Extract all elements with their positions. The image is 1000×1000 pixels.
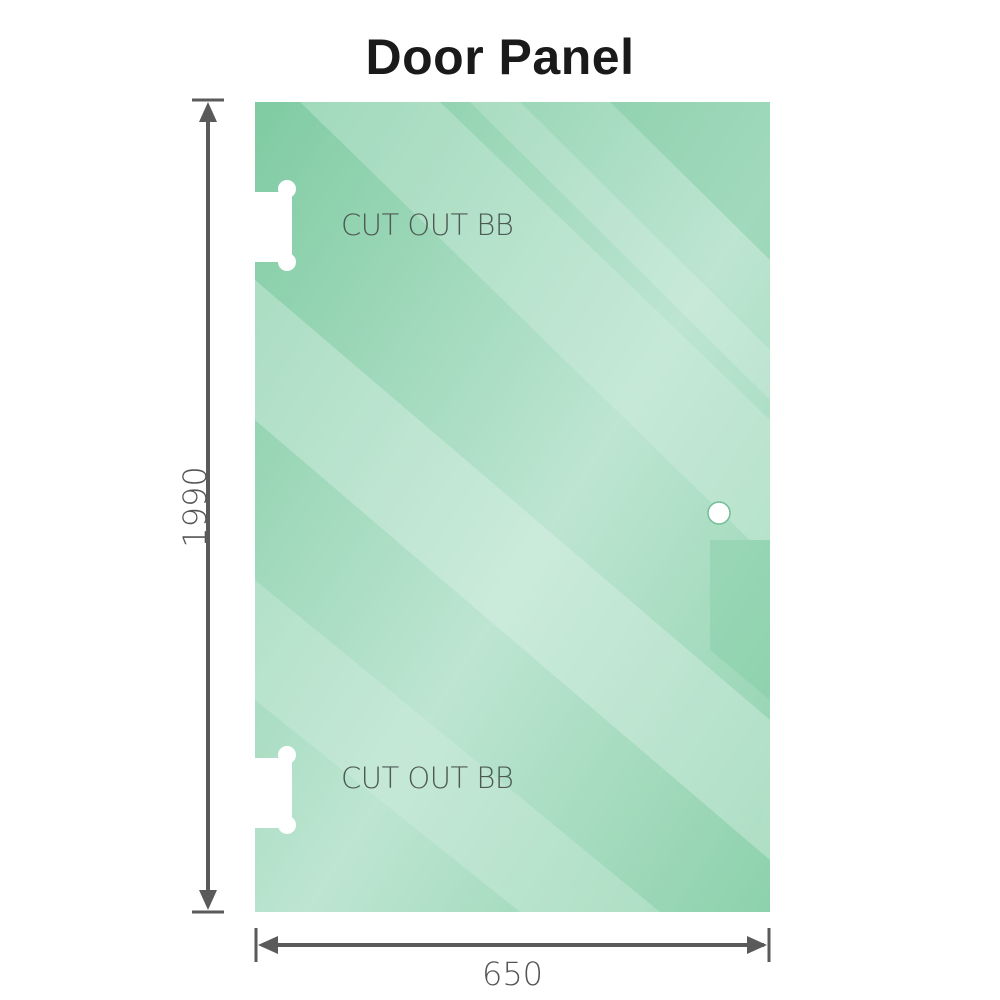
cutout-bottom: [250, 746, 296, 834]
handle-hole: [707, 501, 731, 525]
glass-panel: [255, 102, 770, 912]
width-dimension-line: [254, 928, 771, 962]
cutout-top: [250, 180, 296, 271]
cutout-label-bottom: CUT OUT BB: [341, 761, 514, 795]
height-dimension-line: [192, 98, 224, 914]
height-dimension-label: 1990: [176, 466, 214, 548]
width-dimension-label: 650: [481, 955, 544, 993]
page-title: Door Panel: [365, 29, 635, 85]
cutout-label-top: CUT OUT BB: [341, 208, 514, 242]
